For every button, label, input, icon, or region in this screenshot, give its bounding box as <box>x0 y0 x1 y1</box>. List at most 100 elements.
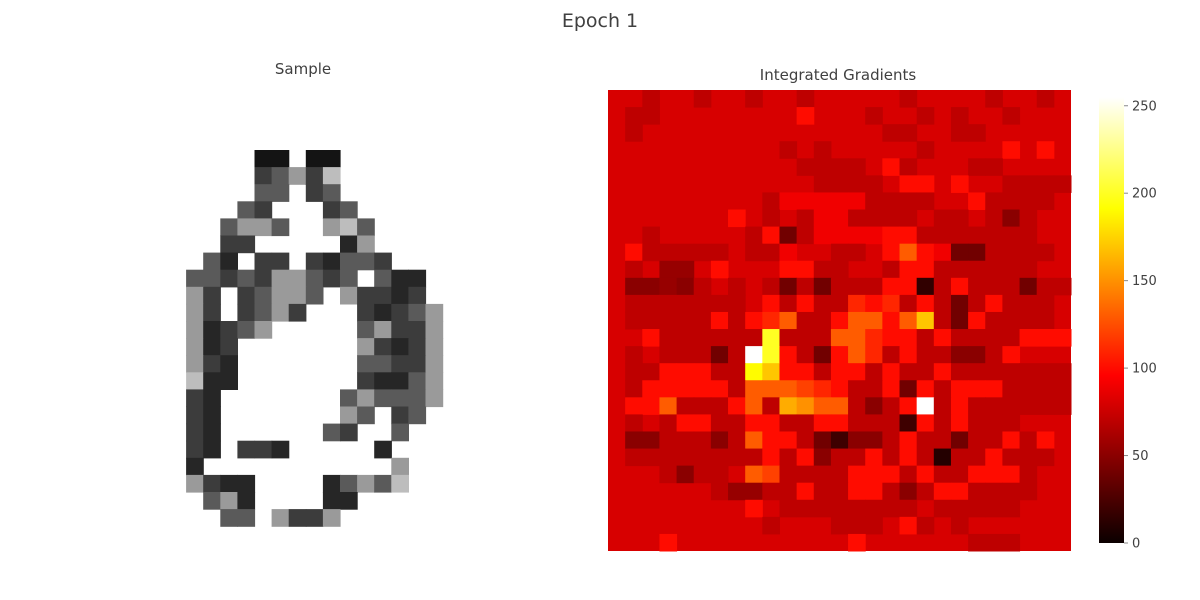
attribution-cell <box>865 346 883 364</box>
attribution-cell <box>985 311 1003 330</box>
sample-pixel <box>425 372 444 390</box>
attribution-cell <box>745 414 763 432</box>
attribution-cell <box>985 380 1003 398</box>
attribution-cell <box>882 192 901 211</box>
attribution-cell <box>899 90 918 108</box>
attribution-cell <box>899 192 918 211</box>
attribution-cell <box>933 243 952 262</box>
attribution-cell <box>1036 175 1055 193</box>
attribution-cell <box>796 397 815 415</box>
attribution-cell <box>728 414 746 432</box>
sample-pixel <box>186 457 204 476</box>
attribution-cell <box>1019 175 1038 193</box>
attribution-cell <box>830 209 849 228</box>
attribution-cell <box>865 294 883 313</box>
attribution-cell <box>899 499 918 518</box>
attribution-cell <box>950 226 969 245</box>
attribution-cell <box>950 209 969 228</box>
attribution-cell <box>625 107 643 125</box>
attribution-cell <box>1019 209 1038 228</box>
attribution-cell <box>796 380 815 398</box>
sample-pixel <box>237 474 256 493</box>
sample-pixel <box>203 423 221 442</box>
sample-pixel <box>220 218 238 237</box>
attribution-cell <box>848 533 866 552</box>
attribution-cell <box>865 380 883 398</box>
attribution-cell <box>779 465 798 484</box>
attribution-cell <box>865 192 883 211</box>
sample-pixel <box>288 167 307 185</box>
attribution-cell <box>762 294 780 313</box>
sample-pixel <box>340 474 358 493</box>
attribution-cell <box>899 414 918 432</box>
attribution-cell <box>865 311 883 330</box>
sample-pixel <box>340 269 358 288</box>
attribution-cell <box>1036 141 1055 159</box>
attribution-cell <box>693 294 712 313</box>
sample-pixel <box>357 303 375 322</box>
attribution-cell <box>865 107 883 125</box>
sample-image <box>186 150 444 527</box>
attribution-cell <box>676 243 695 262</box>
attribution-cell <box>933 226 952 245</box>
sample-pixel <box>220 269 238 288</box>
attribution-cell <box>625 277 643 296</box>
attribution-cell <box>968 226 986 245</box>
sample-pixel <box>271 509 290 527</box>
attribution-cell <box>882 465 901 484</box>
sample-pixel <box>374 389 392 408</box>
attribution-cell <box>1053 380 1072 398</box>
sample-pixel <box>425 303 444 322</box>
attribution-cell <box>642 294 660 313</box>
attribution-cell <box>865 277 883 296</box>
attribution-cell <box>813 277 832 296</box>
attribution-cell <box>710 448 729 467</box>
attribution-cell <box>745 482 763 501</box>
sample-pixel <box>357 474 375 493</box>
sample-pixel <box>425 338 444 356</box>
attribution-cell <box>933 311 952 330</box>
attribution-cell <box>1036 192 1055 211</box>
attribution-cell <box>779 499 798 518</box>
attribution-cell <box>642 397 660 415</box>
attribution-cell <box>899 329 918 347</box>
sample-pixel <box>340 201 358 219</box>
sample-pixel <box>237 201 256 219</box>
attribution-cell <box>779 226 798 245</box>
attribution-cell <box>779 363 798 381</box>
attribution-cell <box>813 414 832 432</box>
sample-pixel <box>340 286 358 305</box>
attribution-cell <box>950 175 969 193</box>
sample-pixel <box>254 303 273 322</box>
attribution-cell <box>796 363 815 381</box>
attribution-cell <box>830 175 849 193</box>
attribution-cell <box>848 448 866 467</box>
sample-pixel <box>374 355 392 373</box>
attribution-cell <box>985 243 1003 262</box>
attribution-cell <box>830 431 849 450</box>
sample-pixel <box>288 269 307 288</box>
attribution-cell <box>968 277 986 296</box>
attribution-cell <box>813 141 832 159</box>
sample-pixel <box>186 406 204 425</box>
attribution-cell <box>950 243 969 262</box>
attribution-cell <box>1002 260 1021 279</box>
attribution-cell <box>1002 243 1021 262</box>
attribution-cell <box>950 431 969 450</box>
attribution-cell <box>659 431 678 450</box>
attribution-cell <box>762 277 780 296</box>
sample-pixel <box>425 355 444 373</box>
attribution-cell <box>796 260 815 279</box>
attribution-cell <box>933 363 952 381</box>
attribution-cell <box>1019 380 1038 398</box>
sample-pixel <box>357 218 375 237</box>
sample-title: Sample <box>275 60 331 78</box>
attribution-cell <box>882 243 901 262</box>
attribution-cell <box>1002 294 1021 313</box>
attribution-cell <box>659 329 678 347</box>
sample-pixel <box>408 406 427 425</box>
attribution-cell <box>1002 107 1021 125</box>
sample-pixel <box>220 474 238 493</box>
attribution-cell <box>813 346 832 364</box>
